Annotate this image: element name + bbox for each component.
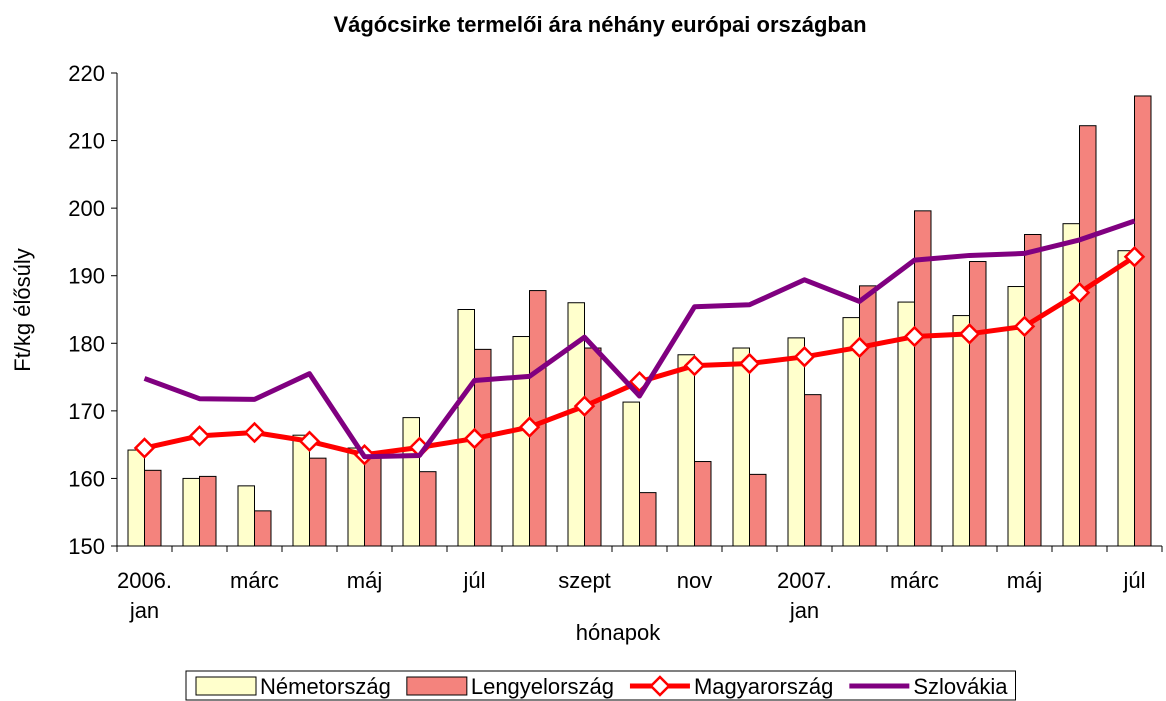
bar: [364, 453, 382, 547]
legend-label: Szlovákia: [913, 674, 1008, 699]
marker: [1123, 246, 1146, 268]
bar: [859, 285, 877, 547]
bar: [732, 347, 750, 547]
marker: [793, 346, 816, 368]
marker: [188, 425, 211, 447]
bar: [804, 394, 822, 547]
bar: [254, 510, 272, 547]
bar: [529, 290, 547, 547]
marker: [738, 352, 761, 375]
bar: [622, 401, 640, 547]
bar: [639, 492, 657, 547]
legend-label: Magyarország: [694, 674, 833, 699]
bar: [1024, 233, 1042, 547]
x-tick-label: 2007. jan: [776, 568, 833, 623]
legend-swatch: [195, 676, 257, 696]
marker: [848, 336, 871, 359]
marker: [298, 430, 321, 453]
marker: [1068, 281, 1091, 304]
marker: [903, 325, 926, 348]
legend-label: Németország: [260, 674, 391, 699]
marker: [683, 354, 706, 377]
bar: [419, 471, 437, 547]
y-tick-label: 170: [68, 399, 105, 424]
bar: [1079, 125, 1097, 547]
x-tick-label: nov: [676, 568, 713, 593]
bar: [969, 261, 987, 547]
y-tick-label: 200: [68, 196, 105, 221]
bar: [952, 315, 970, 547]
x-tick-label: márc: [890, 568, 939, 593]
marker: [1013, 315, 1036, 338]
bar: [1117, 250, 1135, 547]
y-tick-label: 180: [68, 331, 105, 356]
bar: [677, 354, 695, 547]
x-tick-label: márc: [230, 568, 279, 593]
marker: [243, 421, 266, 444]
bar: [584, 347, 602, 547]
bar: [1134, 95, 1152, 547]
bar: [749, 473, 767, 547]
legend-label: Lengyelország: [471, 674, 614, 699]
bar: [182, 477, 200, 547]
x-tick-label: máj: [1006, 568, 1043, 593]
x-tick-label: júl: [463, 568, 486, 593]
bar: [787, 337, 805, 547]
bar: [127, 449, 145, 547]
bar: [292, 434, 310, 547]
legend: Németország Lengyelország Magyarország Szlo…: [185, 670, 1016, 701]
bar: [144, 469, 162, 547]
marker: [133, 437, 156, 459]
bar: [457, 309, 475, 547]
marker: [463, 427, 486, 450]
legend-marker: [649, 675, 671, 697]
y-axis-label: Ft/kg élősúly: [10, 248, 35, 372]
bar: [1062, 223, 1080, 547]
marker: [518, 416, 541, 438]
legend-swatch: [406, 676, 468, 696]
y-tick-label: 220: [68, 61, 105, 86]
x-tick-label: júl: [1123, 568, 1146, 593]
marker: [573, 395, 596, 417]
x-axis-label: hónapok: [576, 620, 661, 645]
bar: [199, 475, 217, 547]
y-tick-label: 160: [68, 466, 105, 491]
marker: [958, 323, 981, 345]
line: [143, 218, 1136, 460]
bar: [309, 457, 327, 547]
y-tick-label: 150: [68, 534, 105, 559]
x-tick-label: máj: [346, 568, 383, 593]
x-tick-label: szept: [558, 568, 611, 593]
bar: [402, 417, 420, 547]
bar: [694, 461, 712, 547]
bar: [512, 336, 530, 547]
chart-title: Vágócsirke termelői ára néhány európai o…: [333, 12, 866, 37]
y-tick-label: 190: [68, 264, 105, 289]
bar: [237, 485, 255, 547]
x-tick-label: 2006. jan: [116, 568, 173, 623]
y-tick-label: 210: [68, 129, 105, 154]
